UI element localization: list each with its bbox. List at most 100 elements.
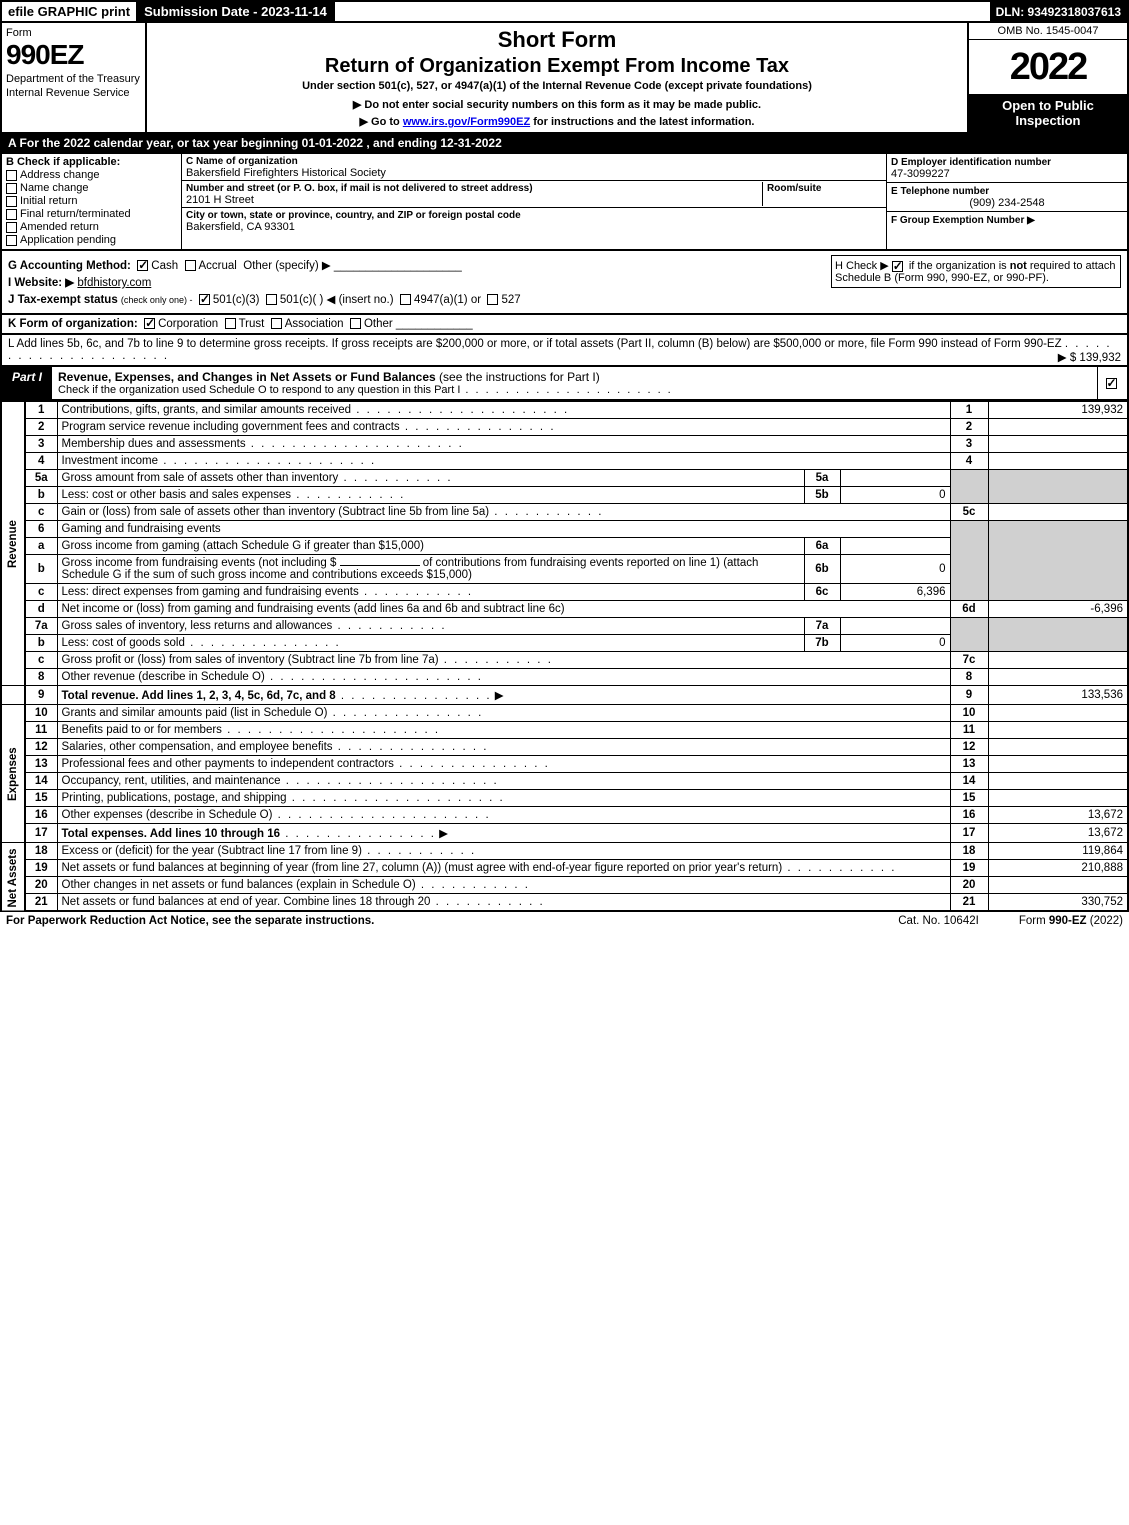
line-8: 8Other revenue (describe in Schedule O)8 (1, 669, 1128, 686)
subtitle: Under section 501(c), 527, or 4947(a)(1)… (151, 80, 963, 92)
chk-accrual[interactable] (185, 260, 196, 271)
line-17: 17Total expenses. Add lines 10 through 1… (1, 824, 1128, 843)
chk-527[interactable] (487, 294, 498, 305)
j-sub: (check only one) ‐ (121, 295, 193, 305)
cdef-block: C Name of organization Bakersfield Firef… (182, 154, 1127, 249)
line-1: Revenue 1 Contributions, gifts, grants, … (1, 402, 1128, 419)
c-city-row: City or town, state or province, country… (182, 208, 886, 234)
website-value[interactable]: bfdhistory.com (77, 277, 151, 289)
tax-year: 2022 (969, 40, 1127, 94)
line-13: 13Professional fees and other payments t… (1, 756, 1128, 773)
k-label: K Form of organization: (8, 318, 138, 330)
city-label: City or town, state or province, country… (186, 210, 521, 221)
phone-value: (909) 234-2548 (891, 197, 1123, 209)
part-i-sub: (see the instructions for Part I) (439, 370, 600, 384)
chk-association[interactable] (271, 318, 282, 329)
revenue-side: Revenue (1, 402, 25, 686)
form-header: Form 990EZ Department of the Treasury In… (0, 23, 1129, 134)
part-i-sub2: Check if the organization used Schedule … (58, 384, 460, 396)
c-name-label: C Name of organization (186, 156, 298, 167)
line-15: 15Printing, publications, postage, and s… (1, 790, 1128, 807)
chk-cash[interactable] (137, 260, 148, 271)
chk-address-change[interactable]: Address change (6, 169, 177, 181)
line-19: 19Net assets or fund balances at beginni… (1, 860, 1128, 877)
schedule-o-checkbox[interactable] (1106, 378, 1117, 389)
line-18: Net Assets 18Excess or (deficit) for the… (1, 843, 1128, 860)
chk-other-org[interactable] (350, 318, 361, 329)
line-6: 6Gaming and fundraising events (1, 521, 1128, 538)
part-i-title: Revenue, Expenses, and Changes in Net As… (58, 370, 436, 384)
header-middle: Short Form Return of Organization Exempt… (147, 23, 967, 132)
street-label: Number and street (or P. O. box, if mail… (186, 183, 533, 194)
omb-number: OMB No. 1545-0047 (969, 23, 1127, 40)
c-name-row: C Name of organization Bakersfield Firef… (182, 154, 886, 181)
goto-pre: ▶ Go to (360, 116, 403, 128)
org-name: Bakersfield Firefighters Historical Soci… (186, 167, 386, 179)
chk-corporation[interactable] (144, 318, 155, 329)
chk-amended-return[interactable]: Amended return (6, 221, 177, 233)
chk-application-pending[interactable]: Application pending (6, 234, 177, 246)
irs-label: Internal Revenue Service (6, 87, 141, 99)
street-value: 2101 H Street (186, 194, 254, 206)
footer-cat: Cat. No. 10642I (898, 915, 979, 927)
line-11: 11Benefits paid to or for members11 (1, 722, 1128, 739)
h-text1: H Check ▶ (835, 260, 892, 272)
c-street-row: Number and street (or P. O. box, if mail… (182, 181, 886, 208)
open-to-public: Open to Public Inspection (969, 94, 1127, 132)
goto-link-row: ▶ Go to www.irs.gov/Form990EZ for instru… (151, 115, 963, 128)
return-title: Return of Organization Exempt From Incom… (151, 55, 963, 78)
line-9: 9Total revenue. Add lines 1, 2, 3, 4, 5c… (1, 686, 1128, 705)
h-checkbox[interactable] (892, 261, 903, 272)
part-i-header: Part I Revenue, Expenses, and Changes in… (0, 367, 1129, 401)
line-20: 20Other changes in net assets or fund ba… (1, 877, 1128, 894)
h-box: H Check ▶ if the organization is not req… (831, 255, 1121, 288)
footer-right: Form 990-EZ (2022) (1019, 915, 1123, 927)
line-2: 2Program service revenue including gover… (1, 419, 1128, 436)
form-number: 990EZ (6, 39, 141, 71)
line-14: 14Occupancy, rent, utilities, and mainte… (1, 773, 1128, 790)
part-i-label: Part I (2, 367, 52, 399)
line-5a: 5aGross amount from sale of assets other… (1, 470, 1128, 487)
footer-left: For Paperwork Reduction Act Notice, see … (6, 915, 858, 927)
city-value: Bakersfield, CA 93301 (186, 221, 295, 233)
dept-treasury: Department of the Treasury (6, 73, 141, 85)
room-label: Room/suite (767, 183, 821, 194)
line-12: 12Salaries, other compensation, and empl… (1, 739, 1128, 756)
line-21: 21Net assets or fund balances at end of … (1, 894, 1128, 912)
b-label: B Check if applicable: (6, 156, 120, 168)
ein-label: D Employer identification number (891, 157, 1051, 168)
chk-trust[interactable] (225, 318, 236, 329)
ein-value: 47-3099227 (891, 168, 950, 180)
line-4: 4Investment income4 (1, 453, 1128, 470)
ghi-block: H Check ▶ if the organization is not req… (0, 251, 1129, 315)
i-label: I Website: ▶ (8, 277, 74, 289)
c-column: C Name of organization Bakersfield Firef… (182, 154, 887, 249)
chk-4947[interactable] (400, 294, 411, 305)
expenses-side: Expenses (1, 705, 25, 843)
irs-link[interactable]: www.irs.gov/Form990EZ (403, 116, 530, 128)
header-left: Form 990EZ Department of the Treasury In… (2, 23, 147, 132)
dln-label: DLN: 93492318037613 (990, 2, 1127, 21)
chk-501c3[interactable] (199, 294, 210, 305)
identity-block: B Check if applicable: Address change Na… (0, 154, 1129, 251)
l-text: L Add lines 5b, 6c, and 7b to line 9 to … (8, 338, 1062, 350)
chk-initial-return[interactable]: Initial return (6, 195, 177, 207)
line-3: 3Membership dues and assessments3 (1, 436, 1128, 453)
k-row: K Form of organization: Corporation Trus… (0, 315, 1129, 335)
h-text2: if the organization is (906, 260, 1010, 272)
efile-label: efile GRAPHIC print (2, 2, 138, 21)
section-b: B Check if applicable: Address change Na… (2, 154, 182, 249)
ln-1: 1 (25, 402, 57, 419)
part-i-title-cell: Revenue, Expenses, and Changes in Net As… (52, 367, 1097, 399)
chk-name-change[interactable]: Name change (6, 182, 177, 194)
ssn-warning: ▶ Do not enter social security numbers o… (151, 98, 963, 111)
chk-501c[interactable] (266, 294, 277, 305)
line-10: Expenses 10Grants and similar amounts pa… (1, 705, 1128, 722)
form-word: Form (6, 27, 141, 39)
group-row: F Group Exemption Number ▶ (887, 212, 1127, 228)
j-label: J Tax-exempt status (8, 294, 118, 306)
netassets-side: Net Assets (1, 843, 25, 912)
g-label: G Accounting Method: (8, 260, 131, 272)
box-1: 1 (950, 402, 988, 419)
chk-final-return[interactable]: Final return/terminated (6, 208, 177, 220)
